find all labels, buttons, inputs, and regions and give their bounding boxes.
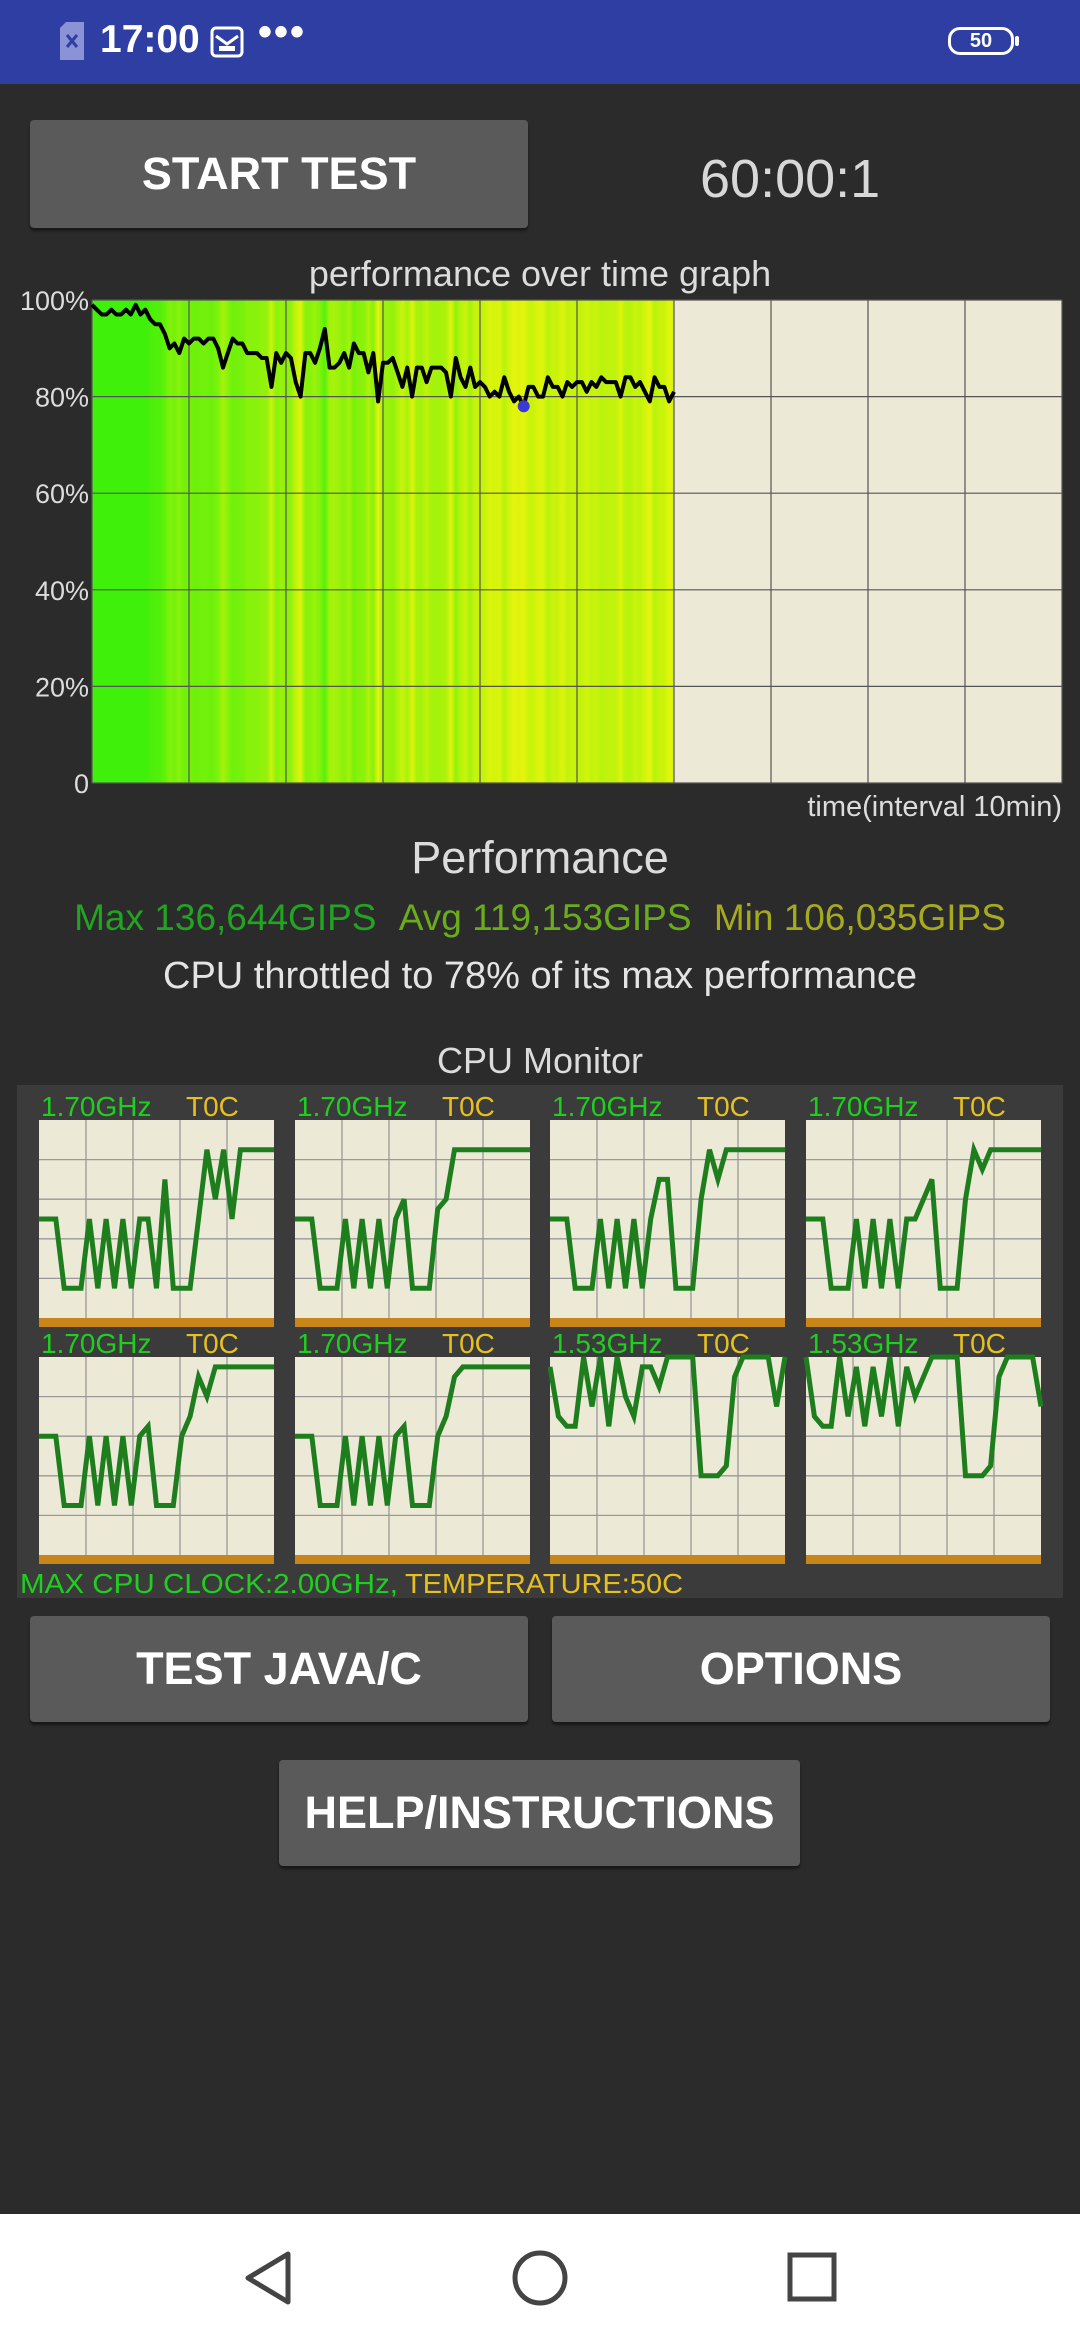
battery-icon: 50 <box>948 27 1019 55</box>
cpu-core-line <box>550 1147 785 1291</box>
max-performance: Max 136,644GIPS <box>74 897 377 938</box>
clock: 17:00 <box>100 18 200 61</box>
y-tick-label: 100% <box>20 286 89 316</box>
cpu-core-frequency: 1.70GHz <box>808 1091 919 1122</box>
test-java-c-button[interactable]: TEST JAVA/C <box>30 1616 528 1722</box>
cpu-core-temperature: T0C <box>697 1091 750 1122</box>
status-bar: 17:00 ••• 50 <box>0 0 1080 84</box>
battery-level: 50 <box>969 30 993 52</box>
cpu-core-line <box>295 1364 530 1508</box>
performance-graph: 100% 80% 60% 40% 20% 0 time(interval 10min) <box>20 286 1063 823</box>
x-axis-label: time(interval 10min) <box>807 791 1062 823</box>
min-performance-dot <box>517 400 530 413</box>
cpu-core-graph: 1.70GHz T0C <box>39 1091 274 1327</box>
graph-title: performance over time graph <box>308 253 772 294</box>
cpu-core-temperature: T0C <box>186 1091 239 1122</box>
cpu-core-frequency: 1.70GHz <box>552 1091 663 1122</box>
test-timer: 60:00:1 <box>700 149 881 209</box>
mail-notification-icon <box>210 26 244 58</box>
cpu-monitor-panel: 1.70GHz T0C 1.70GHz T0C 1.70GHz T0C 1.70GHz T0C… <box>17 1085 1063 1599</box>
cpu-core-frequency: 1.53GHz <box>808 1328 919 1359</box>
cpu-core-graph: 1.70GHz T0C <box>39 1328 274 1564</box>
cpu-core-temperature: T0C <box>697 1328 750 1359</box>
options-button[interactable]: OPTIONS <box>552 1616 1050 1722</box>
max-cpu-clock: MAX CPU CLOCK:2.00GHz, <box>20 1568 398 1599</box>
recents-icon[interactable] <box>786 2251 838 2303</box>
help-instructions-button[interactable]: HELP/INSTRUCTIONS <box>279 1760 800 1866</box>
cpu-core-temperature: T0C <box>186 1328 239 1359</box>
y-tick-label: 0 <box>74 769 89 799</box>
cpu-core-frequency: 1.53GHz <box>552 1328 663 1359</box>
cpu-core-line <box>39 1147 274 1291</box>
cpu-core-graph: 1.70GHz T0C <box>295 1328 530 1564</box>
home-icon[interactable] <box>511 2249 569 2307</box>
cpu-core-line <box>39 1364 274 1508</box>
cpu-core-frequency: 1.70GHz <box>297 1091 408 1122</box>
start-test-button[interactable]: START TEST <box>30 120 528 228</box>
cpu-core-temperature: T0C <box>442 1091 495 1122</box>
cpu-core-line <box>806 1140 1041 1291</box>
cpu-core-graph: 1.53GHz T0C <box>547 1328 788 1564</box>
back-icon[interactable] <box>240 2249 296 2307</box>
avg-performance: Avg 119,153GIPS <box>398 897 692 938</box>
performance-line <box>90 302 676 409</box>
performance-stats: Max 136,644GIPS Avg 119,153GIPS Min 106,… <box>0 897 1080 939</box>
cpu-core-graph: 1.70GHz T0C <box>550 1091 785 1327</box>
cpu-core-frequency: 1.70GHz <box>41 1091 152 1122</box>
y-tick-label: 60% <box>35 479 89 509</box>
cpu-core-line <box>295 1147 530 1291</box>
cpu-core-graph: 1.70GHz T0C <box>806 1091 1041 1327</box>
sim-card-icon <box>60 22 84 60</box>
y-tick-label: 40% <box>35 576 89 606</box>
cpu-core-graph: 1.70GHz T0C <box>295 1091 530 1327</box>
cpu-temperature: TEMPERATURE:50C <box>405 1568 683 1599</box>
navigation-bar <box>0 2214 1080 2340</box>
y-tick-label: 80% <box>35 383 89 413</box>
cpu-monitor-title: CPU Monitor <box>436 1040 644 1081</box>
performance-title: Performance <box>411 832 669 883</box>
cpu-core-frequency: 1.70GHz <box>41 1328 152 1359</box>
throttle-summary: CPU throttled to 78% of its max performa… <box>163 955 917 997</box>
cpu-core-frequency: 1.70GHz <box>297 1328 408 1359</box>
cpu-core-temperature: T0C <box>442 1328 495 1359</box>
cpu-core-line <box>547 1354 788 1479</box>
y-axis-labels: 100% 80% 60% 40% 20% 0 <box>20 286 89 799</box>
cpu-core-temperature: T0C <box>953 1091 1006 1122</box>
cpu-core-line <box>803 1354 1044 1479</box>
graph-grid <box>91 299 1063 784</box>
min-performance: Min 106,035GIPS <box>713 897 1006 938</box>
y-tick-label: 20% <box>35 672 89 702</box>
more-notifications-icon: ••• <box>258 10 307 54</box>
cpu-core-graph: 1.53GHz T0C <box>803 1328 1044 1564</box>
cpu-core-temperature: T0C <box>953 1328 1006 1359</box>
